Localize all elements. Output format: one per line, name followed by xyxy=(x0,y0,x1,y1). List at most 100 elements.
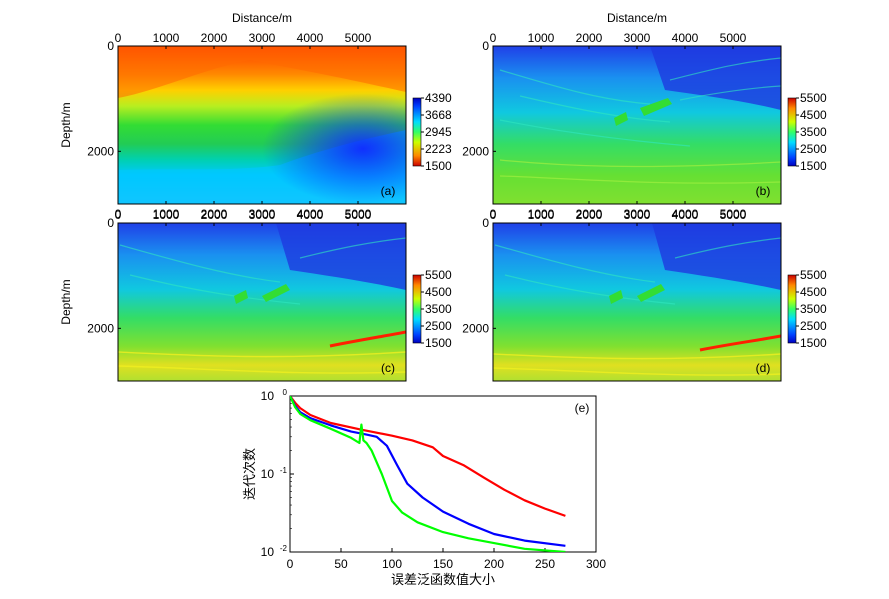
x-tick-label: 2000 xyxy=(201,208,228,222)
panel-d-image xyxy=(493,223,781,381)
x-tick-label: 0 xyxy=(490,208,497,222)
x-tick-label-bottom: 0 xyxy=(115,207,122,221)
x-tick-label: 0 xyxy=(115,208,122,222)
heatmap-panel: 0 1000 2000 3000 4000 5000 0 2000 Distance/m Dept… xyxy=(59,11,452,205)
series-line xyxy=(290,396,566,552)
colorbar-tick-label: 5500 xyxy=(425,268,452,282)
colorbar-tick-label: 4500 xyxy=(425,285,452,299)
x-tick-label: 150 xyxy=(433,557,453,571)
x-tick-label: 4000 xyxy=(672,208,699,222)
x-tick-label: 1000 xyxy=(528,208,555,222)
colorbar-tick-label: 4390 xyxy=(425,91,452,105)
colorbar xyxy=(412,274,422,344)
series-line xyxy=(290,396,566,547)
y-tick-exponent: 0 xyxy=(283,388,288,397)
y-axis-label: Depth/m xyxy=(59,102,73,147)
x-tick-label: 3000 xyxy=(249,31,276,45)
x-tick-label-bottom: 1000 xyxy=(153,207,180,221)
colorbar-tick-label: 3668 xyxy=(425,108,452,122)
series-group xyxy=(290,396,566,552)
x-tick-label: 5000 xyxy=(720,208,747,222)
y-tick-label: 2000 xyxy=(87,144,114,158)
x-tick-label: 0 xyxy=(115,31,122,45)
colorbar-tick-label: 5500 xyxy=(800,268,827,282)
x-tick-label-bottom: 0 xyxy=(490,207,497,221)
y-tick-label: 2000 xyxy=(462,321,489,335)
x-tick-label-bottom: 3000 xyxy=(249,207,276,221)
heatmap-panel: 0 1000 2000 3000 4000 5000 0 2000 Distance/m (b) 5… xyxy=(462,11,827,205)
heatmap-panel: 0 1000 2000 3000 4000 5000 0 2000 (d) 5500 4500 350… xyxy=(462,208,827,382)
x-axis-label: Distance/m xyxy=(232,11,292,25)
x-tick-label-bottom: 3000 xyxy=(624,207,651,221)
x-tick-label: 3000 xyxy=(624,31,651,45)
y-tick-label: 0 xyxy=(107,216,114,230)
y-axis-label: Depth/m xyxy=(59,279,73,324)
x-axis-label: 误差泛函数值大小 xyxy=(391,572,495,587)
colorbar-tick-label: 2945 xyxy=(425,125,452,139)
x-tick-label: 2000 xyxy=(576,31,603,45)
x-tick-label: 4000 xyxy=(672,31,699,45)
x-tick-label: 2000 xyxy=(201,31,228,45)
x-tick-label: 0 xyxy=(490,31,497,45)
x-tick-label: 4000 xyxy=(297,208,324,222)
y-tick-label: 10 xyxy=(261,467,275,481)
panel-label: (b) xyxy=(756,184,771,198)
series-line xyxy=(290,396,566,517)
panel-c-image xyxy=(118,223,406,381)
x-tick-label: 1000 xyxy=(528,31,555,45)
y-tick-exponent: -1 xyxy=(280,466,288,475)
colorbar-tick-label: 2223 xyxy=(425,142,452,156)
x-axis-label: Distance/m xyxy=(607,11,667,25)
colorbar-tick-label: 4500 xyxy=(800,285,827,299)
colorbar-tick-label: 3500 xyxy=(425,302,452,316)
x-tick-label: 3000 xyxy=(249,208,276,222)
panel-label: (a) xyxy=(381,184,396,198)
x-tick-label: 50 xyxy=(334,557,348,571)
colorbar-tick-label: 1500 xyxy=(800,336,827,350)
x-tick-label: 0 xyxy=(287,557,294,571)
colorbar-tick-label: 1500 xyxy=(800,159,827,173)
y-tick-label: 10 xyxy=(261,389,275,403)
x-tick-label: 4000 xyxy=(297,31,324,45)
colorbar-tick-label: 2500 xyxy=(800,142,827,156)
colorbar-tick-label: 1500 xyxy=(425,336,452,350)
plot-frame xyxy=(289,395,597,553)
x-tick-label-bottom: 5000 xyxy=(720,207,747,221)
x-tick-label: 5000 xyxy=(345,31,372,45)
panel-a-image xyxy=(118,46,406,204)
colorbar xyxy=(787,274,797,344)
x-tick-label-bottom: 2000 xyxy=(576,207,603,221)
y-tick-label: 0 xyxy=(107,39,114,53)
x-tick-label-bottom: 2000 xyxy=(201,207,228,221)
colorbar xyxy=(787,97,797,167)
panel-label: (c) xyxy=(381,361,395,375)
x-tick-label: 2000 xyxy=(576,208,603,222)
x-tick-label-bottom: 1000 xyxy=(528,207,555,221)
y-tick-label: 0 xyxy=(482,39,489,53)
x-tick-label: 200 xyxy=(484,557,504,571)
y-tick-label: 2000 xyxy=(462,144,489,158)
y-tick-label: 10 xyxy=(261,545,275,559)
colorbar-tick-label: 1500 xyxy=(425,159,452,173)
x-tick-label-bottom: 4000 xyxy=(297,207,324,221)
panel-label: (e) xyxy=(575,401,590,415)
colorbar-tick-label: 3500 xyxy=(800,125,827,139)
colorbar-tick-label: 2500 xyxy=(800,319,827,333)
y-tick-exponent: -2 xyxy=(280,544,288,553)
x-tick-label: 300 xyxy=(586,557,606,571)
colorbar xyxy=(412,97,422,167)
colorbar-tick-label: 2500 xyxy=(425,319,452,333)
panel-b-image xyxy=(493,46,781,204)
x-tick-label: 1000 xyxy=(153,31,180,45)
x-tick-label: 3000 xyxy=(624,208,651,222)
y-tick-label: 0 xyxy=(482,216,489,230)
x-tick-label-bottom: 4000 xyxy=(672,207,699,221)
y-axis-label: 迭代次数 xyxy=(242,448,257,500)
heatmap-panel: 0 1000 2000 3000 4000 5000 0 2000 Depth/m (c) 5500… xyxy=(59,208,452,382)
colorbar-tick-label: 4500 xyxy=(800,108,827,122)
x-tick-label-bottom: 5000 xyxy=(345,207,372,221)
colorbar-tick-label: 5500 xyxy=(800,91,827,105)
colorbar-tick-label: 3500 xyxy=(800,302,827,316)
